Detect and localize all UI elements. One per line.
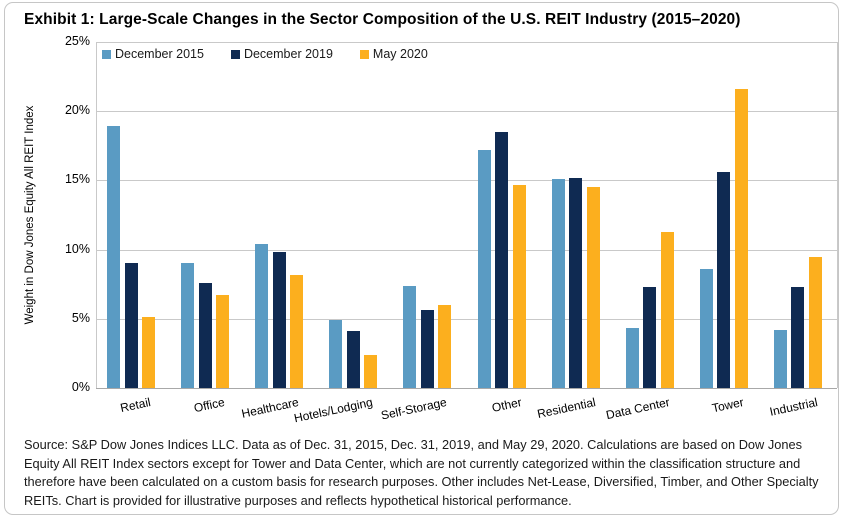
- y-tick-label-20: 20%: [64, 103, 90, 118]
- gridline-5: [96, 318, 837, 320]
- bar-december-2015-other: [477, 149, 491, 388]
- bar-december-2015-residential: [551, 179, 565, 388]
- bar-december-2019-self-storage: [420, 310, 434, 388]
- y-axis-title: Weight in Dow Jones Equity All REIT Inde…: [24, 105, 36, 325]
- y-tick-label-25: 25%: [64, 34, 90, 48]
- bar-may-2020-retail: [142, 317, 156, 388]
- bar-december-2015-retail: [107, 126, 121, 388]
- bar-december-2015-industrial: [773, 329, 787, 388]
- y-tick-label-10: 10%: [64, 241, 90, 256]
- bar-may-2020-industrial: [808, 256, 822, 388]
- bar-december-2019-hotels-lodging: [346, 331, 360, 388]
- gridline-15: [96, 180, 837, 182]
- exhibit-card: Exhibit 1: Large-Scale Changes in the Se…: [4, 2, 839, 515]
- legend: December 2015 December 2019 May 2020: [102, 47, 428, 61]
- legend-item-may-2020: May 2020: [359, 47, 428, 61]
- legend-item-december-2019: December 2019: [230, 47, 333, 61]
- bar-december-2015-hotels-lodging: [329, 320, 343, 388]
- gridline-25: [96, 42, 837, 43]
- plot-left-border: [96, 42, 97, 388]
- legend-label: May 2020: [372, 47, 428, 61]
- bar-december-2019-industrial: [791, 286, 805, 388]
- bar-december-2019-tower: [717, 172, 731, 388]
- gridline-10: [96, 249, 837, 251]
- bar-december-2015-healthcare: [255, 244, 269, 388]
- gridline-20: [96, 111, 837, 113]
- x-axis-line: [96, 388, 837, 389]
- plot-right-border: [837, 42, 838, 388]
- legend-swatch-icon: [102, 49, 111, 59]
- bar-december-2015-tower: [699, 268, 713, 388]
- bar-may-2020-data-center: [660, 231, 674, 388]
- bar-december-2015-self-storage: [403, 285, 417, 388]
- bar-may-2020-healthcare: [290, 274, 304, 388]
- bar-december-2019-data-center: [643, 286, 657, 388]
- bar-may-2020-other: [512, 184, 526, 388]
- bar-december-2015-data-center: [625, 328, 639, 388]
- y-tick-label-5: 5%: [71, 310, 90, 325]
- bar-may-2020-self-storage: [438, 304, 452, 388]
- legend-label: December 2015: [115, 47, 204, 61]
- bar-may-2020-tower: [734, 89, 748, 388]
- bar-december-2015-office: [181, 263, 195, 388]
- legend-label: December 2019: [243, 47, 333, 61]
- bar-may-2020-hotels-lodging: [364, 354, 378, 388]
- bar-december-2019-other: [495, 131, 509, 388]
- legend-swatch-icon: [359, 49, 369, 59]
- bar-december-2019-office: [198, 282, 212, 388]
- y-tick-label-0: 0%: [71, 380, 90, 394]
- y-tick-label-15: 15%: [64, 172, 90, 187]
- source-footnote: Source: S&P Dow Jones Indices LLC. Data …: [24, 437, 819, 508]
- exhibit-title: Exhibit 1: Large-Scale Changes in the Se…: [24, 11, 741, 28]
- bar-december-2019-retail: [124, 263, 138, 388]
- bar-december-2019-residential: [569, 177, 583, 388]
- bar-may-2020-office: [216, 295, 230, 388]
- legend-swatch-icon: [230, 49, 240, 59]
- bar-december-2019-healthcare: [272, 252, 286, 388]
- chart-area: Weight in Dow Jones Equity All REIT Inde…: [5, 3, 838, 514]
- bar-may-2020-residential: [586, 187, 600, 388]
- legend-item-december-2015: December 2015: [102, 47, 204, 61]
